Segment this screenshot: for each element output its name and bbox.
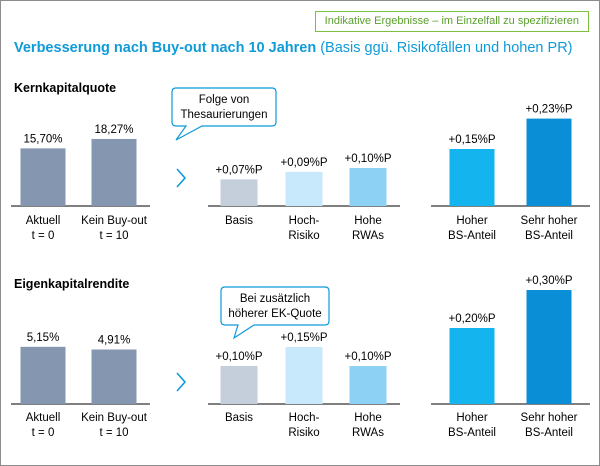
page-title-bold: Verbesserung nach Buy-out nach 10 Jahren	[14, 40, 317, 56]
category-label: Risiko	[288, 427, 319, 439]
bar	[349, 366, 387, 404]
bar	[20, 346, 66, 404]
callout-text: Folge von	[199, 94, 250, 106]
category-label: Hoch-	[289, 412, 320, 424]
callout-text: höherer EK-Quote	[228, 308, 321, 320]
bar	[285, 171, 323, 206]
category-label: Hoher	[456, 412, 487, 424]
category-label: t = 10	[99, 230, 128, 242]
callout-text: Thesaurierungen	[181, 109, 268, 121]
category-label: Aktuell	[26, 412, 61, 424]
data-label: +0,10%P	[216, 351, 263, 363]
category-label: t = 0	[32, 230, 55, 242]
callout-box	[171, 87, 277, 141]
data-label: +0,15%P	[449, 134, 496, 146]
bar	[91, 349, 137, 404]
data-label: +0,10%P	[345, 153, 392, 165]
data-label: +0,23%P	[526, 104, 573, 116]
bar	[526, 290, 572, 404]
category-label: Kein Buy-out	[81, 215, 148, 227]
category-label: BS-Anteil	[525, 230, 573, 242]
data-label: +0,09%P	[281, 157, 328, 169]
chevron-right-icon	[176, 372, 187, 392]
category-label: Hohe	[354, 412, 382, 424]
category-label: Risiko	[288, 230, 319, 242]
category-label: Kein Buy-out	[81, 412, 148, 424]
chevron-right-icon	[176, 168, 187, 188]
data-label: +0,07%P	[216, 164, 263, 176]
callout-text: Bei zusätzlich	[240, 293, 310, 305]
category-label: RWAs	[352, 230, 384, 242]
category-label: t = 10	[99, 427, 128, 439]
category-label: Hohe	[354, 215, 382, 227]
bar	[526, 118, 572, 206]
data-label: +0,20%P	[449, 313, 496, 325]
data-label: +0,30%P	[526, 275, 573, 287]
category-label: t = 0	[32, 427, 55, 439]
data-label: 18,27%	[94, 124, 133, 136]
category-label: Aktuell	[26, 215, 61, 227]
page-title-subtitle: (Basis ggü. Risikofällen und hohen PR)	[320, 40, 573, 56]
bar	[220, 366, 258, 404]
data-label: +0,10%P	[345, 351, 392, 363]
callout-box	[220, 286, 330, 340]
section-title: Eigenkapitalrendite	[14, 277, 129, 291]
data-label: 15,70%	[23, 133, 62, 145]
category-label: Sehr hoher	[521, 412, 578, 424]
data-label: +0,15%P	[281, 332, 328, 344]
bar	[20, 148, 66, 206]
page-title: Verbesserung nach Buy-out nach 10 Jahren…	[14, 40, 573, 56]
bar	[91, 138, 137, 206]
category-label: BS-Anteil	[525, 427, 573, 439]
indicative-results-badge: Indikative Ergebnisse – im Einzelfall zu…	[314, 11, 589, 32]
bar	[449, 149, 495, 206]
section-title: Kernkapitalquote	[14, 81, 116, 95]
category-label: Hoch-	[289, 215, 320, 227]
data-label: 4,91%	[98, 334, 131, 346]
data-label: 5,15%	[27, 332, 60, 344]
bar	[220, 179, 258, 206]
bar	[285, 347, 323, 404]
category-label: RWAs	[352, 427, 384, 439]
bar	[349, 168, 387, 206]
category-label: BS-Anteil	[448, 427, 496, 439]
category-label: Basis	[225, 412, 253, 424]
category-label: Basis	[225, 215, 253, 227]
category-label: BS-Anteil	[448, 230, 496, 242]
category-label: Hoher	[456, 215, 487, 227]
category-label: Sehr hoher	[521, 215, 578, 227]
bar	[449, 328, 495, 404]
